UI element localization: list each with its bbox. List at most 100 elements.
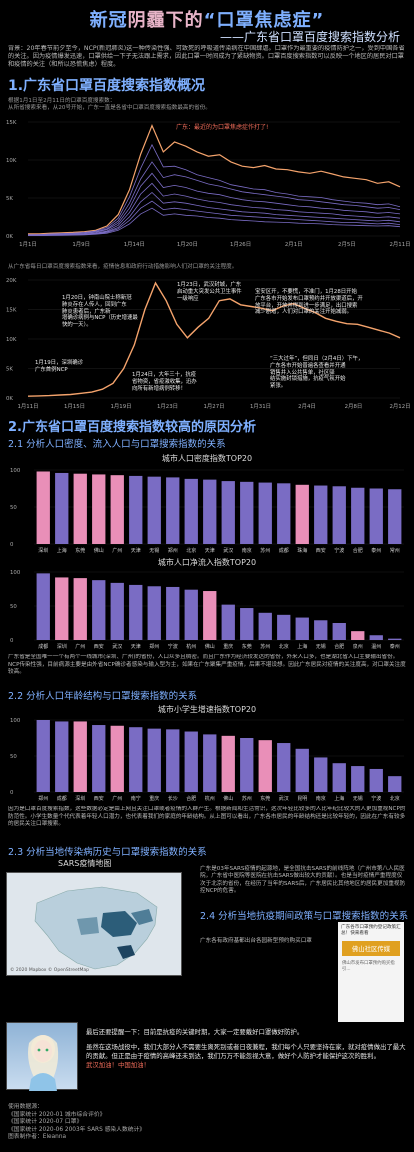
bar	[147, 476, 161, 544]
section2-sub1: 2.1 分析人口密度、流入人口与口罩搜索指数的关系	[8, 439, 226, 450]
category-label: 广州	[112, 795, 122, 802]
category-label: 北京	[279, 643, 289, 650]
section1-heading: 1.广东省口罩百度搜索指数概况	[8, 78, 206, 94]
final-message: 最后还要提醒一下：目前是抗疫的关键时期，大家一定要戴好口罩做好防护。 虽然在这场…	[86, 1028, 406, 1070]
category-label: 郑州	[38, 795, 48, 802]
bar	[388, 776, 402, 792]
sources-heading: 使用数据源：	[8, 1104, 43, 1110]
bar	[240, 738, 254, 792]
x-tick-label: 1月27日	[203, 403, 224, 410]
bar	[258, 740, 272, 792]
inflow-chart-title: 城市人口净流入指数TOP20	[157, 558, 257, 567]
bar	[314, 485, 328, 544]
category-label: 重庆	[223, 643, 233, 650]
x-tick-label: 1月9日	[72, 241, 90, 248]
category-label: 郑州	[168, 547, 178, 554]
y-tick-label: 0K	[6, 234, 13, 240]
bar	[92, 580, 106, 640]
bar	[258, 482, 272, 544]
bar	[166, 586, 180, 640]
intro-paragraph: 背景：20年春节前夕至今，NCP(新冠肺炎)这一种传染性强、可致死的呼吸道传染病…	[8, 45, 405, 69]
category-label: 成都	[279, 547, 289, 554]
category-label: 佛山	[223, 795, 233, 802]
map-credit: © 2020 Mapbox © OpenStreetMap	[10, 968, 89, 973]
category-label: 天津	[131, 547, 141, 554]
chart1-annotation: 广东：最近的为口罩焦虑症作打了!	[176, 124, 269, 131]
category-label: 泉州	[353, 643, 363, 650]
final-line-3: 武汉加油！中国加油！	[86, 1061, 150, 1069]
category-label: 重庆	[149, 795, 159, 802]
bar	[332, 623, 346, 640]
x-tick-label: 1月1日	[19, 241, 37, 248]
news-screenshot[interactable]: 广东各市口罩预约登记政策汇总！快来看看 佛山社区传媒 佛山市发布口罩预约购买指引…	[338, 922, 404, 1022]
category-label: 深圳	[75, 795, 85, 802]
policy-text: 广东各有政府基都出台各园新型预约购买口罩	[200, 938, 312, 944]
annotation-jan24: 1月24日，大年三十，抗疫 省物资，省疫激收集，迅办 向所有新增病例转移！	[132, 372, 197, 392]
y-tick-label: 0	[10, 638, 14, 644]
pupil-bar-chart: 0 50 100 郑州 成都 深圳 西安 广州 南宁 重庆 长沙 合肥 杭州 佛山 苏州 东莞 武汉 昆明 南京 上海…	[10, 718, 404, 802]
bar	[240, 481, 254, 544]
annotation-jan20: 1月20日，钟南山院士称新冠 肺炎存在人传人，回到广东 肺炎患者后，广东新 增确…	[62, 295, 138, 329]
bar	[314, 757, 328, 792]
category-label: 泰州	[390, 643, 400, 650]
x-tick-label: 2月11日	[389, 241, 410, 248]
y-tick-label: 100	[10, 468, 21, 474]
title-part-3: “口罩焦虑症”	[203, 10, 325, 31]
category-label: 长沙	[168, 795, 178, 802]
series-line	[28, 207, 401, 236]
category-label: 天津	[131, 643, 141, 650]
y-tick-label: 20K	[6, 278, 17, 284]
bar	[369, 768, 383, 792]
source-item: 《国家统计 2020-01 城市综合评价》	[8, 1111, 106, 1118]
y-tick-label: 50	[10, 505, 17, 511]
category-label: 宁波	[334, 547, 344, 554]
y-tick-label: 0	[10, 542, 14, 548]
author: 图表制作者：Eleanna	[8, 1134, 67, 1141]
inflow-bar-chart: 0 50 100 成都 深圳 广州 西安 武汉 天津 郑州 宁波 杭州 佛山 重庆 东莞 苏州 北京 上海 无锡 合肥…	[10, 570, 404, 650]
x-tick-label: 2月1日	[285, 241, 303, 248]
series-line	[28, 191, 401, 236]
bar	[73, 578, 87, 640]
category-label: 无锡	[353, 795, 363, 802]
bar	[110, 725, 124, 792]
category-label: 佛山	[94, 547, 104, 554]
section2-para2: 因为是口罩百度搜索指数，这些数据必定是由上网且关注口罩或者疫情的人群产生。根据新…	[8, 806, 406, 828]
category-label: 上海	[334, 795, 344, 802]
y-tick-label: 10K	[6, 158, 17, 164]
category-label: 西安	[94, 643, 104, 650]
category-label: 苏州	[242, 795, 252, 802]
category-label: 合肥	[334, 643, 344, 650]
y-tick-label: 5K	[6, 367, 13, 373]
category-label: 无锡	[316, 643, 326, 650]
category-label: 南京	[242, 547, 252, 554]
category-label: 武汉	[112, 643, 122, 650]
bar	[388, 638, 402, 640]
category-label: 宁波	[168, 643, 178, 650]
category-label: 成都	[57, 795, 67, 802]
section2-sub2: 2.2 分析人口年龄结构与口罩搜索指数的关系	[8, 691, 198, 702]
page-title: 新冠阴霾下的“口罩焦虑症”	[0, 6, 414, 32]
bar	[332, 763, 346, 792]
bar	[92, 725, 106, 792]
bar	[129, 727, 143, 792]
series-line	[27, 281, 401, 397]
category-label: 佛山	[205, 643, 215, 650]
category-label: 温州	[371, 643, 381, 650]
series-line	[28, 143, 401, 235]
news-banner: 佛山社区传媒	[342, 941, 400, 957]
annotation-jan28: 宝安区开，不要慌，不准门，1月28日开始 广东各市开始发布口罩预约并开放渠道后，…	[255, 289, 363, 316]
bar	[295, 617, 309, 640]
category-label: 上海	[57, 547, 67, 554]
sars-map[interactable]: © 2020 Mapbox © OpenStreetMap	[6, 872, 182, 976]
category-label: 上海	[297, 643, 307, 650]
category-label: 杭州	[186, 643, 196, 650]
bar	[295, 484, 309, 544]
x-tick-label: 2月8日	[345, 403, 363, 410]
bar	[221, 604, 235, 640]
category-label: 武汉	[279, 795, 289, 802]
series-line	[27, 172, 401, 236]
bar	[203, 479, 217, 544]
category-label: 南宁	[131, 795, 141, 802]
series-line	[28, 200, 401, 236]
bar	[258, 612, 272, 640]
